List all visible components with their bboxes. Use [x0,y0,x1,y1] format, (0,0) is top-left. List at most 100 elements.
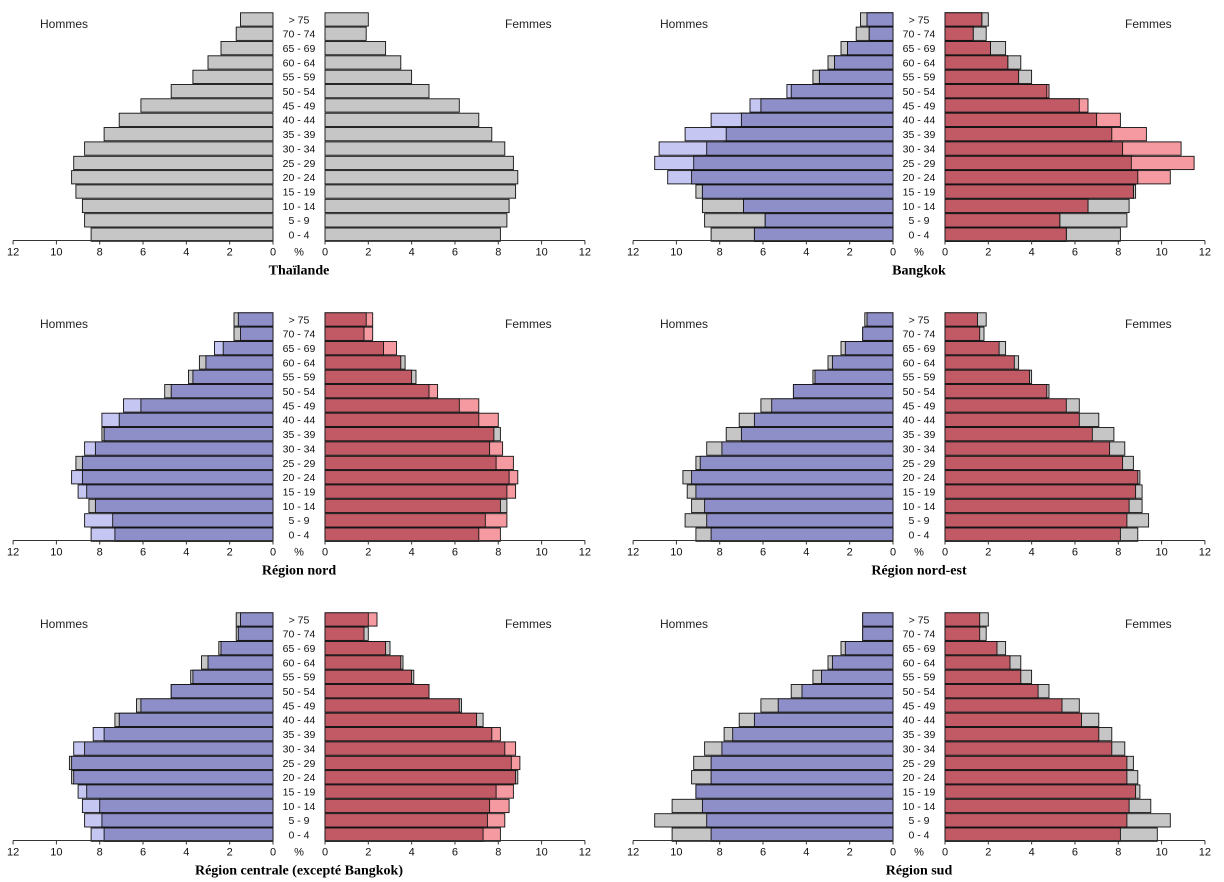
male-bar [81,198,274,214]
men-label: Hommes [660,617,708,631]
tick-label: 2 [985,547,991,559]
age-group-label: 60 - 64 [903,657,936,669]
male-bar [140,398,274,413]
chart-title: Bangkok [892,264,946,279]
male-bar [170,684,274,699]
male-bar [140,698,274,713]
age-group-label: 65 - 69 [283,43,316,55]
female-bar [944,727,1100,742]
age-group-label: 55 - 59 [283,672,316,684]
tick-label: 12 [7,847,19,859]
age-group-label: 5 - 9 [908,215,929,227]
female-bar [944,184,1134,199]
age-group-label: 70 - 74 [903,629,936,641]
female-bar [324,41,387,56]
age-group-label: 45 - 49 [283,100,316,112]
tick-label: 2 [847,847,853,859]
female-bar [944,755,1128,771]
tick-label: 6 [760,847,766,859]
male-bar [222,341,274,356]
age-group-label: 5 - 9 [908,815,929,827]
age-group-label: > 75 [289,614,310,626]
tick-label: 0 [942,247,948,259]
female-bar [324,369,413,384]
age-group-label: 50 - 54 [283,86,316,98]
male-bar [86,484,274,499]
age-group-label: 10 - 14 [283,201,316,213]
male-bar [844,341,894,356]
male-bar [170,384,274,399]
female-bar [944,484,1137,499]
men-label: Hommes [660,17,708,31]
age-group-label: 35 - 39 [283,729,316,741]
male-bar [831,655,894,670]
tick-label: 12 [7,547,19,559]
age-group-label: 50 - 54 [903,686,936,698]
pyramid-panel: 0 - 4 5 - 9 10 - 14 15 - 19 20 - 24 25 - 29 30… [7,612,591,879]
tick-label: 4 [183,547,189,559]
female-bar [944,69,1020,84]
male-bar [99,798,274,814]
male-bar [701,798,894,814]
male-bar [81,455,274,471]
male-bar [743,198,894,214]
female-bar [324,669,413,684]
age-group-label: 30 - 34 [283,443,316,455]
male-bar [847,41,894,56]
pyramid-panel: 0 - 4 5 - 9 10 - 14 15 - 19 20 - 24 25 - 29 30… [627,612,1211,879]
age-group-label: 10 - 14 [903,501,936,513]
female-bar [324,484,508,499]
tick-label: 6 [140,547,146,559]
tick-label: 0 [270,847,276,859]
male-bar [695,784,894,799]
tick-label: 12 [627,547,639,559]
male-bar [710,755,894,771]
men-label: Hommes [40,317,88,331]
age-group-label: 5 - 9 [288,515,309,527]
age-group-label: 20 - 24 [903,472,936,484]
age-group-label: 45 - 49 [283,400,316,412]
tick-label: 2 [365,847,371,859]
age-group-label: 50 - 54 [283,386,316,398]
tick-label: 6 [760,247,766,259]
female-bar [324,684,430,699]
male-bar [868,26,894,41]
female-bar [944,441,1111,456]
female-bar [324,798,491,814]
male-bar [862,326,894,341]
age-group-label: 40 - 44 [283,115,316,127]
male-bar [84,141,274,156]
age-group-label: 30 - 34 [283,143,316,155]
age-group-label: 30 - 34 [903,743,936,755]
tick-label: 4 [409,847,415,859]
tick-label: 10 [535,247,547,259]
tick-label: 6 [1072,847,1078,859]
unit-label: % [914,247,924,259]
age-group-label: 10 - 14 [283,801,316,813]
unit-label: % [294,547,304,559]
tick-label: 2 [365,247,371,259]
women-label: Femmes [505,17,552,31]
pyramid-panel: 0 - 4 5 - 9 10 - 14 15 - 19 20 - 24 25 - 29 30… [7,312,591,579]
male-bar [140,98,274,113]
female-bar [944,470,1139,485]
male-bar [118,112,274,127]
women-label: Femmes [1125,17,1172,31]
female-bar [324,312,367,327]
tick-label: 8 [1115,847,1121,859]
female-bar [944,498,1130,514]
age-group-label: 10 - 14 [283,501,316,513]
female-bar [324,170,519,185]
male-bar [207,655,274,670]
female-bar [944,655,1011,670]
female-bar [324,513,486,528]
female-bar [944,213,1061,228]
age-group-label: 30 - 34 [903,143,936,155]
female-bar [324,326,365,341]
female-bar [944,12,983,27]
female-bar [944,170,1139,185]
male-bar [753,712,894,727]
female-bar [324,55,402,70]
female-bar [324,127,493,142]
female-bar [944,641,998,656]
